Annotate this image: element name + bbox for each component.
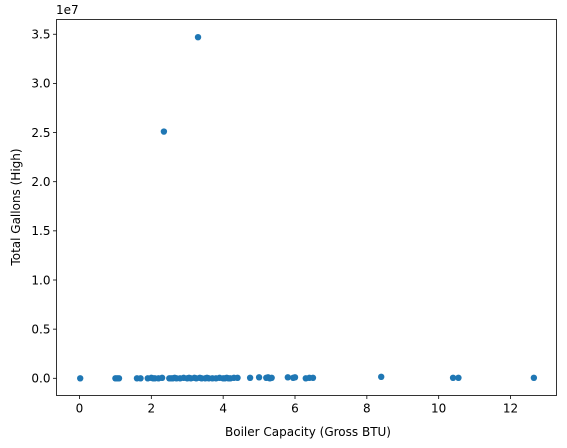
data-point-46 [268, 374, 275, 382]
data-point-52 [309, 374, 317, 382]
points-layer [77, 33, 538, 382]
data-point-11 [158, 374, 166, 382]
y-tick-label-5: 2.5 [31, 126, 50, 140]
data-point-12 [160, 128, 168, 135]
data-point-41 [246, 374, 254, 382]
x-tick-label-2: 4 [219, 402, 227, 416]
y-axis-label: Total Gallons (High) [9, 148, 23, 266]
x-tick-label-6: 12 [503, 402, 518, 416]
data-point-40 [234, 374, 241, 382]
y-tick-label-1: 0.5 [31, 322, 50, 336]
y-axis: 0.0 0.5 1.0 1.5 2.0 2.5 3.0 3.5 [31, 28, 57, 386]
y-tick-label-7: 3.5 [31, 28, 50, 42]
data-point-25 [194, 33, 202, 41]
data-point-53 [378, 373, 385, 381]
y-tick-label-0: 0.0 [31, 372, 50, 386]
data-point-49 [291, 374, 299, 381]
y-tick-label-2: 1.0 [31, 273, 50, 287]
x-axis-label: Boiler Capacity (Gross BTU) [225, 425, 391, 439]
x-tick-label-1: 2 [148, 402, 156, 416]
data-point-5 [137, 375, 144, 382]
plot-frame [56, 19, 557, 396]
data-point-55 [455, 374, 462, 382]
data-point-47 [284, 374, 292, 381]
x-tick-label-5: 10 [431, 402, 446, 416]
x-tick-label-3: 6 [291, 402, 299, 416]
data-point-56 [530, 374, 538, 382]
data-point-42 [255, 374, 263, 381]
y-tick-label-4: 2.0 [31, 175, 50, 189]
y-tick-label-3: 1.5 [31, 224, 50, 238]
y-tick-label-6: 3.0 [31, 77, 50, 91]
data-point-54 [449, 374, 457, 382]
data-point-3 [115, 375, 123, 382]
x-axis: 0 2 4 6 8 10 12 [76, 395, 518, 416]
y-offset-label: 1e7 [56, 3, 79, 17]
x-tick-label-4: 8 [363, 402, 371, 416]
x-tick-label-0: 0 [76, 402, 84, 416]
data-point-0 [77, 375, 84, 382]
